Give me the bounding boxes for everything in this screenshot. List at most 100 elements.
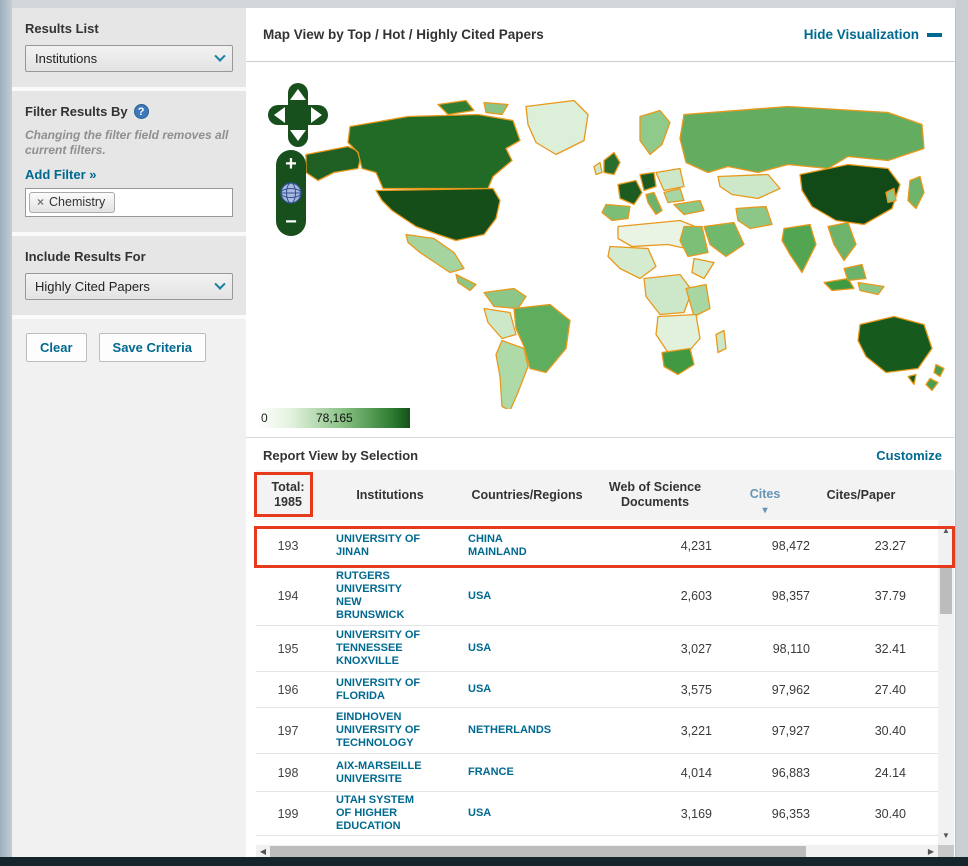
map-zoom-control[interactable]: + −	[270, 148, 312, 238]
filter-section: Filter Results By ? Changing the filter …	[12, 91, 246, 236]
row-documents: 4,231	[680, 539, 712, 553]
include-results-select[interactable]: Highly Cited Papers	[25, 273, 233, 300]
table-row: 196 UNIVERSITY OF FLORIDA USA 3,575 97,9…	[256, 672, 938, 708]
row-documents: 4,014	[680, 765, 712, 780]
include-results-section: Include Results For Highly Cited Papers	[12, 236, 246, 319]
vertical-scrollbar[interactable]: ▲ ▼	[938, 520, 954, 845]
institution-link[interactable]: AIX-MARSEILLE UNIVERSITE	[336, 759, 422, 785]
window-frame-bottom	[0, 857, 968, 866]
country-link[interactable]: USA	[468, 642, 492, 654]
world-map[interactable]	[288, 74, 948, 409]
row-documents: 3,027	[680, 641, 712, 656]
row-cites: 96,353	[771, 806, 810, 821]
window-frame-top	[0, 0, 968, 8]
table-row: 193 UNIVERSITY OF JINAN CHINA MAINLAND 4…	[256, 526, 938, 566]
main-content: Map View by Top / Hot / Highly Cited Pap…	[246, 8, 955, 858]
row-documents: 3,221	[680, 723, 712, 738]
row-cites-per-paper: 27.40	[874, 682, 906, 697]
institution-link[interactable]: UNIVERSITY OF FLORIDA	[336, 676, 421, 702]
row-rank: 199	[277, 806, 299, 821]
report-title: Report View by Selection	[263, 447, 419, 463]
horizontal-scrollbar[interactable]: ◀ ▶	[256, 845, 954, 858]
column-header-cites-sort[interactable]: Cites ▾	[716, 472, 814, 518]
filter-note: Changing the filter field removes all cu…	[25, 128, 229, 157]
column-header-documents: Web of Science Documents	[608, 480, 702, 509]
scroll-right-icon[interactable]: ▶	[927, 847, 935, 856]
row-cites-per-paper: 30.40	[874, 806, 906, 821]
table-row: 197 EINDHOVEN UNIVERSITY OF TECHNOLOGY N…	[256, 708, 938, 754]
country-link[interactable]: FRANCE	[468, 766, 514, 778]
institution-link[interactable]: UTAH SYSTEM OF HIGHER EDUCATION	[336, 794, 415, 832]
column-header-institutions: Institutions	[356, 487, 424, 502]
results-list-heading: Results List	[25, 21, 99, 36]
zoom-out-icon: −	[285, 211, 297, 233]
row-cites: 97,927	[771, 723, 810, 738]
customize-link[interactable]: Customize	[876, 447, 942, 463]
filter-tag-chemistry[interactable]: × Chemistry	[29, 192, 116, 213]
filter-heading-label: Filter Results By	[25, 104, 128, 119]
table-row: 195 UNIVERSITY OF TENNESSEE KNOXVILLE US…	[256, 626, 938, 672]
institution-link[interactable]: UNIVERSITY OF TENNESSEE KNOXVILLE	[336, 629, 421, 667]
row-documents: 2,603	[680, 589, 712, 603]
column-header-countries: Countries/Regions	[471, 487, 583, 502]
country-link[interactable]: USA	[468, 589, 492, 602]
country-link[interactable]: USA	[468, 683, 492, 695]
results-list-select[interactable]: Institutions	[25, 45, 233, 72]
clear-button[interactable]: Clear	[26, 333, 87, 362]
row-rank: 195	[277, 641, 299, 656]
table-row: 198 AIX-MARSEILLE UNIVERSITE FRANCE 4,01…	[256, 754, 938, 792]
pan-left-icon	[274, 107, 285, 123]
results-list-selected-value: Institutions	[35, 51, 98, 66]
row-rank: 196	[277, 682, 299, 697]
chevron-down-icon	[214, 278, 226, 290]
column-header-total: Total: 1985	[271, 480, 305, 509]
results-table: Total: 1985 Institutions Countries/Regio…	[254, 470, 955, 858]
table-row: 199 UTAH SYSTEM OF HIGHER EDUCATION USA …	[256, 792, 938, 836]
filter-heading: Filter Results By ?	[25, 104, 233, 119]
add-filter-link[interactable]: Add Filter »	[25, 167, 97, 182]
sort-descending-icon: ▾	[762, 505, 768, 516]
row-cites: 97,962	[771, 682, 810, 697]
report-panel-header: Report View by Selection Customize	[246, 437, 955, 470]
institution-link[interactable]: UNIVERSITY OF JINAN	[336, 533, 421, 558]
results-list-section: Results List Institutions	[12, 8, 246, 91]
row-cites: 98,110	[772, 641, 810, 656]
window-frame-left	[0, 0, 12, 866]
save-criteria-button[interactable]: Save Criteria	[98, 333, 207, 362]
institution-link[interactable]: RUTGERS UNIVERSITY NEW BRUNSWICK	[336, 570, 405, 621]
scrollbar-corner	[938, 845, 954, 858]
scroll-up-icon[interactable]: ▲	[942, 525, 950, 535]
map-color-legend: 0 78,165	[258, 408, 410, 428]
sidebar-buttons: Clear Save Criteria	[12, 319, 246, 362]
horizontal-scrollbar-track[interactable]	[270, 845, 924, 858]
table-header-row: Total: 1985 Institutions Countries/Regio…	[256, 470, 954, 520]
sidebar: Results List Institutions Filter Results…	[12, 8, 246, 857]
zoom-in-icon: +	[285, 153, 297, 175]
institution-link[interactable]: UNIVERSITAT	[320, 845, 460, 846]
scroll-down-icon[interactable]: ▼	[942, 830, 950, 840]
row-cites: 98,357	[771, 589, 810, 603]
row-rank: 198	[277, 765, 299, 780]
horizontal-scrollbar-thumb[interactable]	[270, 846, 807, 857]
country-link[interactable]: USA	[468, 807, 492, 819]
country-link[interactable]: CHINA MAINLAND	[468, 533, 527, 558]
cites-label: Cites	[749, 487, 781, 501]
filter-tags-box[interactable]: × Chemistry	[25, 188, 233, 217]
institution-link[interactable]: EINDHOVEN UNIVERSITY OF TECHNOLOGY	[336, 711, 421, 749]
row-rank: 193	[277, 539, 299, 553]
window-frame-right	[956, 0, 968, 866]
vertical-scrollbar-thumb[interactable]	[940, 566, 952, 614]
app-window: Results List Institutions Filter Results…	[12, 8, 956, 858]
row-cites-per-paper: 23.27	[874, 539, 906, 553]
map-panel-title: Map View by Top / Hot / Highly Cited Pap…	[263, 27, 544, 42]
table-body: 193 UNIVERSITY OF JINAN CHINA MAINLAND 4…	[256, 520, 938, 845]
table-row: UNIVERSITAT	[256, 836, 938, 846]
country-link[interactable]: NETHERLANDS	[468, 724, 552, 736]
pan-up-icon	[290, 89, 306, 100]
scroll-left-icon[interactable]: ◀	[259, 847, 267, 856]
map-pan-control[interactable]	[266, 83, 330, 147]
help-icon[interactable]: ?	[133, 104, 149, 119]
pan-down-icon	[290, 130, 306, 141]
remove-filter-icon[interactable]: ×	[37, 195, 45, 209]
hide-visualization-link[interactable]: Hide Visualization	[804, 27, 942, 42]
